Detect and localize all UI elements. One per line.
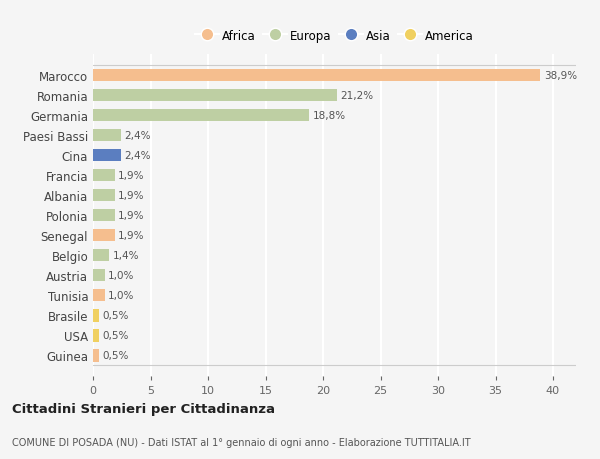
Bar [93, 349, 99, 362]
Bar [93, 110, 309, 122]
Bar [93, 250, 109, 262]
Text: 1,4%: 1,4% [113, 251, 139, 261]
Bar [93, 269, 104, 282]
Text: 38,9%: 38,9% [544, 71, 577, 81]
Bar [93, 190, 115, 202]
Text: 1,9%: 1,9% [118, 191, 145, 201]
Text: 1,9%: 1,9% [118, 231, 145, 241]
Bar [93, 169, 115, 182]
Bar [93, 230, 115, 242]
Bar [93, 129, 121, 142]
Text: 1,0%: 1,0% [108, 291, 134, 301]
Text: 2,4%: 2,4% [124, 131, 151, 141]
Bar [93, 290, 104, 302]
Bar [93, 70, 541, 82]
Text: 0,5%: 0,5% [102, 330, 128, 341]
Legend: Africa, Europa, Asia, America: Africa, Europa, Asia, America [191, 26, 478, 46]
Text: 1,9%: 1,9% [118, 211, 145, 221]
Text: 0,5%: 0,5% [102, 351, 128, 361]
Text: COMUNE DI POSADA (NU) - Dati ISTAT al 1° gennaio di ogni anno - Elaborazione TUT: COMUNE DI POSADA (NU) - Dati ISTAT al 1°… [12, 437, 470, 448]
Text: 2,4%: 2,4% [124, 151, 151, 161]
Text: 1,9%: 1,9% [118, 171, 145, 181]
Bar [93, 150, 121, 162]
Text: 0,5%: 0,5% [102, 311, 128, 321]
Bar [93, 90, 337, 102]
Text: 21,2%: 21,2% [340, 91, 373, 101]
Bar [93, 309, 99, 322]
Text: 18,8%: 18,8% [313, 111, 346, 121]
Bar [93, 330, 99, 342]
Bar [93, 210, 115, 222]
Text: Cittadini Stranieri per Cittadinanza: Cittadini Stranieri per Cittadinanza [12, 403, 275, 415]
Text: 1,0%: 1,0% [108, 271, 134, 280]
